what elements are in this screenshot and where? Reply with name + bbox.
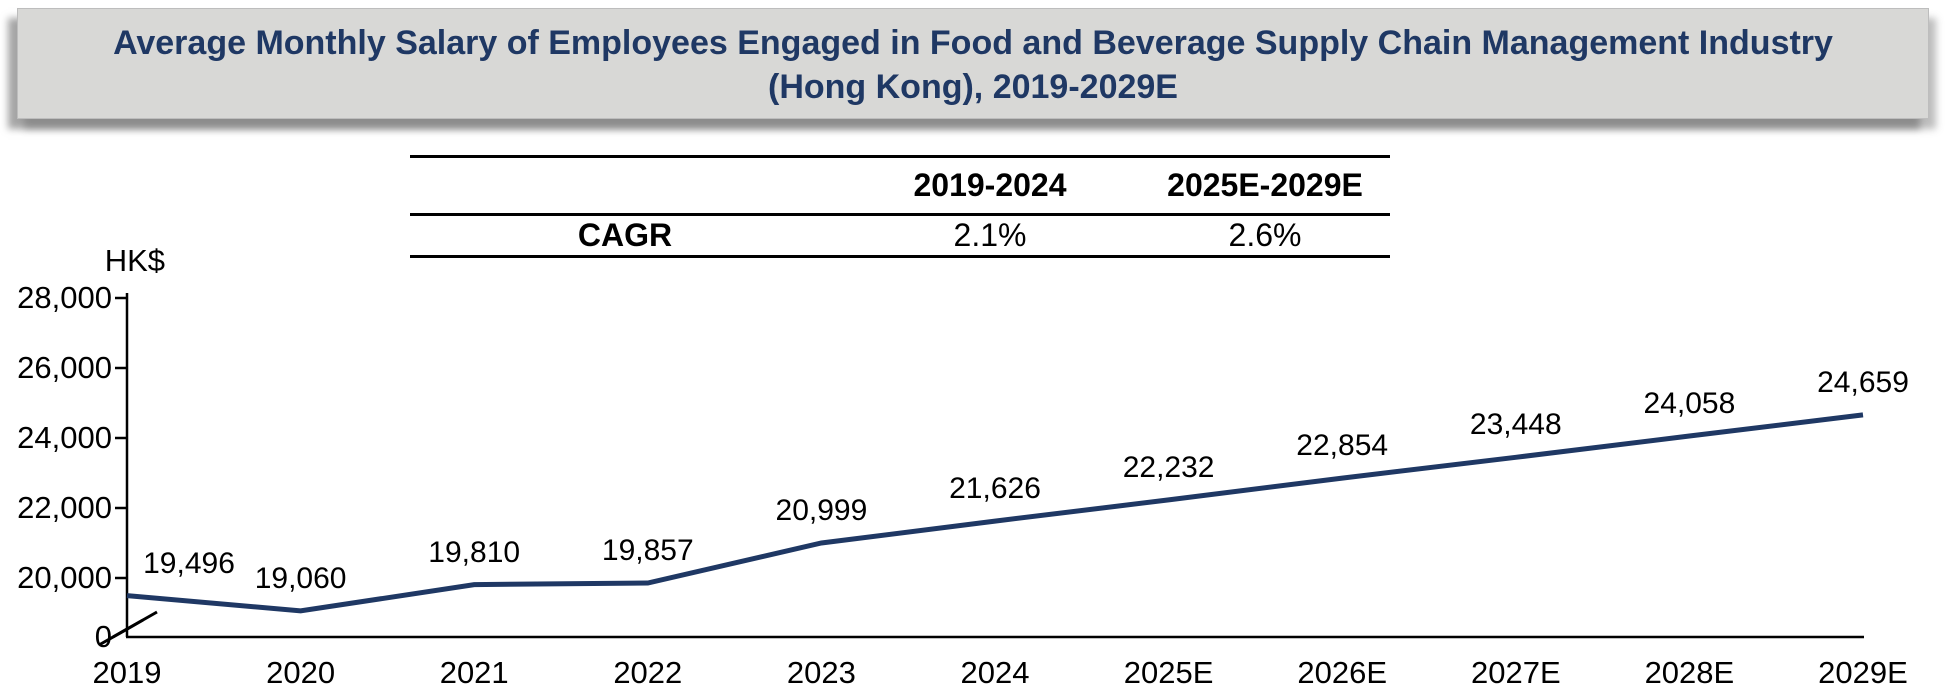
- y-tick-label-26000: 26,000: [17, 350, 112, 385]
- x-tick-label-2027e: 2027E: [1470, 655, 1561, 690]
- y-tick-label-origin: 0: [94, 619, 112, 654]
- x-tick-label-2028e: 2028E: [1644, 655, 1735, 690]
- cagr-value-2025e-2029e: 2.6%: [1228, 217, 1302, 253]
- x-tick-label-2025e: 2025E: [1123, 655, 1214, 690]
- cagr-header-2025e-2029e: 2025E-2029E: [1167, 167, 1363, 203]
- data-label-2023: 20,999: [775, 494, 868, 527]
- y-axis-break-mark: [98, 610, 158, 647]
- cagr-table-data-row: CAGR 2.1% 2.6%: [410, 216, 1390, 255]
- data-label-2029e: 24,659: [1817, 365, 1909, 399]
- data-label-2024: 21,626: [949, 472, 1041, 506]
- cagr-table: 2019-2024 2025E-2029E CAGR 2.1% 2.6%: [410, 155, 1390, 258]
- data-label-2028e: 24,058: [1643, 387, 1736, 420]
- y-tick-label-22000: 22,000: [17, 490, 112, 525]
- data-label-2019: 19,496: [143, 546, 235, 580]
- cagr-table-header-row: 2019-2024 2025E-2029E: [410, 158, 1390, 216]
- data-label-2027e: 23,448: [1469, 408, 1562, 442]
- y-tick-label-28000: 28,000: [17, 280, 112, 315]
- y-tick-label-24000: 24,000: [17, 420, 112, 455]
- data-label-2020: 19,060: [254, 561, 347, 595]
- data-label-2025e: 22,232: [1122, 450, 1215, 484]
- x-tick-label-2021: 2021: [439, 655, 509, 690]
- y-axis-tick-marks: [115, 296, 127, 580]
- cagr-value-2019-2024: 2.1%: [953, 217, 1027, 253]
- cagr-header-2019-2024: 2019-2024: [913, 167, 1067, 203]
- title-banner: Average Monthly Salary of Employees Enga…: [17, 8, 1929, 119]
- x-tick-label-2022: 2022: [613, 655, 683, 690]
- x-tick-label-2020: 2020: [266, 655, 336, 690]
- y-tick-label-20000: 20,000: [17, 560, 112, 595]
- y-axis-unit-label: HK$: [104, 243, 165, 278]
- cagr-row-label: CAGR: [577, 217, 673, 253]
- x-tick-label-2023: 2023: [786, 655, 856, 690]
- data-label-2026e: 22,854: [1296, 429, 1389, 463]
- x-tick-label-2026e: 2026E: [1297, 655, 1388, 690]
- x-tick-label-2029e: 2029E: [1818, 655, 1908, 690]
- data-label-2021: 19,810: [428, 535, 521, 569]
- data-label-2022: 19,857: [601, 534, 694, 567]
- salary-trend-line: [126, 412, 1864, 614]
- chart-title: Average Monthly Salary of Employees Enga…: [113, 23, 1833, 106]
- x-tick-label-2024: 2024: [960, 655, 1030, 690]
- x-tick-label-2019: 2019: [92, 655, 162, 690]
